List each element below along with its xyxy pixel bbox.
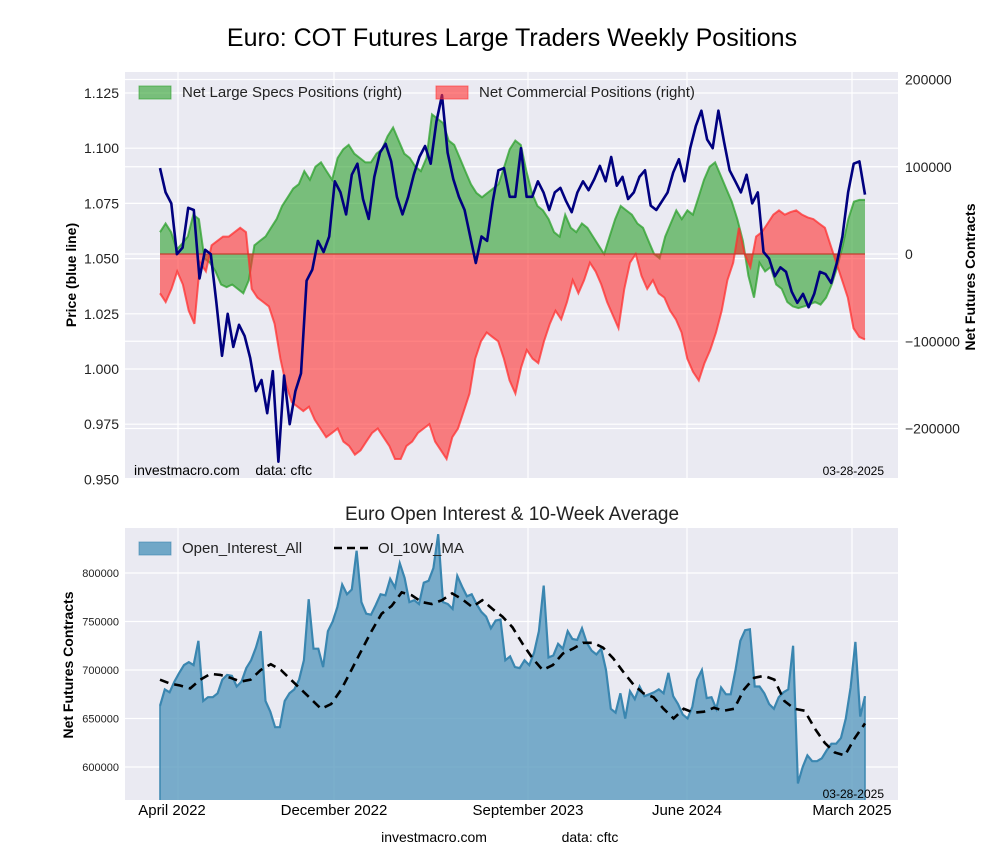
open-interest-tick-label: 650000 [82,714,119,726]
price-tick-label: 1.075 [84,195,119,211]
price-tick-label: 1.100 [84,140,119,156]
date-tick-label: June 2024 [652,802,722,819]
price-axis-ticks: 0.950 0.975 1.000 1.025 1.050 1.075 1.100 1.125 [84,85,119,487]
contracts-axis-label: Net Futures Contracts [962,203,978,350]
open-interest-tick-label: 700000 [82,665,119,677]
open-interest-axis-label: Net Futures Contracts [60,591,76,738]
commercial-area [160,210,865,459]
legend-swatch-open-interest [138,541,172,556]
contracts-tick-label: −200000 [905,421,960,437]
price-tick-label: 1.000 [84,361,119,377]
price-tick-label: 1.125 [84,85,119,101]
positions-legend: Net Large Specs Positions (right) Net Co… [138,84,695,101]
positions-areas [159,112,866,462]
contracts-axis-ticks: 200000 100000 0 −100000 −200000 [905,72,960,437]
price-line [158,93,867,463]
moving-average-line [159,590,867,757]
open-interest-date-annotation: 03-28-2025 [823,787,885,801]
contracts-tick-label: 0 [905,246,913,262]
legend-label-commercial: Net Commercial Positions (right) [479,84,695,101]
specs-line [159,112,865,310]
positions-panel: 0.950 0.975 1.000 1.025 1.050 1.075 1.100 1.125… [63,72,978,488]
price-tick-label: 0.950 [84,471,119,487]
commercial-line [159,209,866,462]
open-interest-tick-label: 800000 [82,568,119,580]
open-interest-panel: 600000 650000 700000 750000 800000 April 202… [60,528,898,819]
price-tick-label: 0.975 [84,416,119,432]
open-interest-legend: Open_Interest_All OI_10W_MA [138,540,464,557]
contracts-tick-label: −100000 [905,333,960,349]
source-annotation: investmacro.com data: cftc [134,462,312,478]
footer-source: investmacro.com [381,829,487,845]
open-interest-axis-ticks: 600000 650000 700000 750000 800000 [82,568,119,774]
date-annotation: 03-28-2025 [823,464,885,478]
legend-label-moving-average: OI_10W_MA [378,540,464,557]
open-interest-area-group [158,534,867,800]
legend-label-open-interest: Open_Interest_All [182,540,302,557]
price-line-group [158,93,867,463]
date-tick-label: December 2022 [281,802,388,819]
date-axis-ticks: April 2022 December 2022 September 2023 Jun… [138,802,891,819]
specs-area [160,114,865,309]
date-tick-label: April 2022 [138,802,206,819]
open-interest-tick-label: 750000 [82,617,119,629]
date-tick-label: March 2025 [812,802,891,819]
open-interest-title: Euro Open Interest & 10-Week Average [345,504,679,525]
open-interest-line [158,534,867,784]
chart-title: Euro: COT Futures Large Traders Weekly P… [227,24,797,52]
open-interest-area [160,534,865,800]
moving-average-group [159,590,867,757]
price-tick-label: 1.050 [84,251,119,267]
open-interest-tick-label: 600000 [82,762,119,774]
footer-data: data: cftc [562,829,619,845]
price-tick-label: 1.025 [84,306,119,322]
price-axis-label: Price (blue line) [63,223,79,327]
contracts-tick-label: 200000 [905,72,952,88]
contracts-tick-label: 100000 [905,159,952,175]
legend-swatch-specs [138,85,172,100]
legend-swatch-commercial [435,85,469,100]
legend-label-specs: Net Large Specs Positions (right) [182,84,402,101]
date-tick-label: September 2023 [473,802,584,819]
